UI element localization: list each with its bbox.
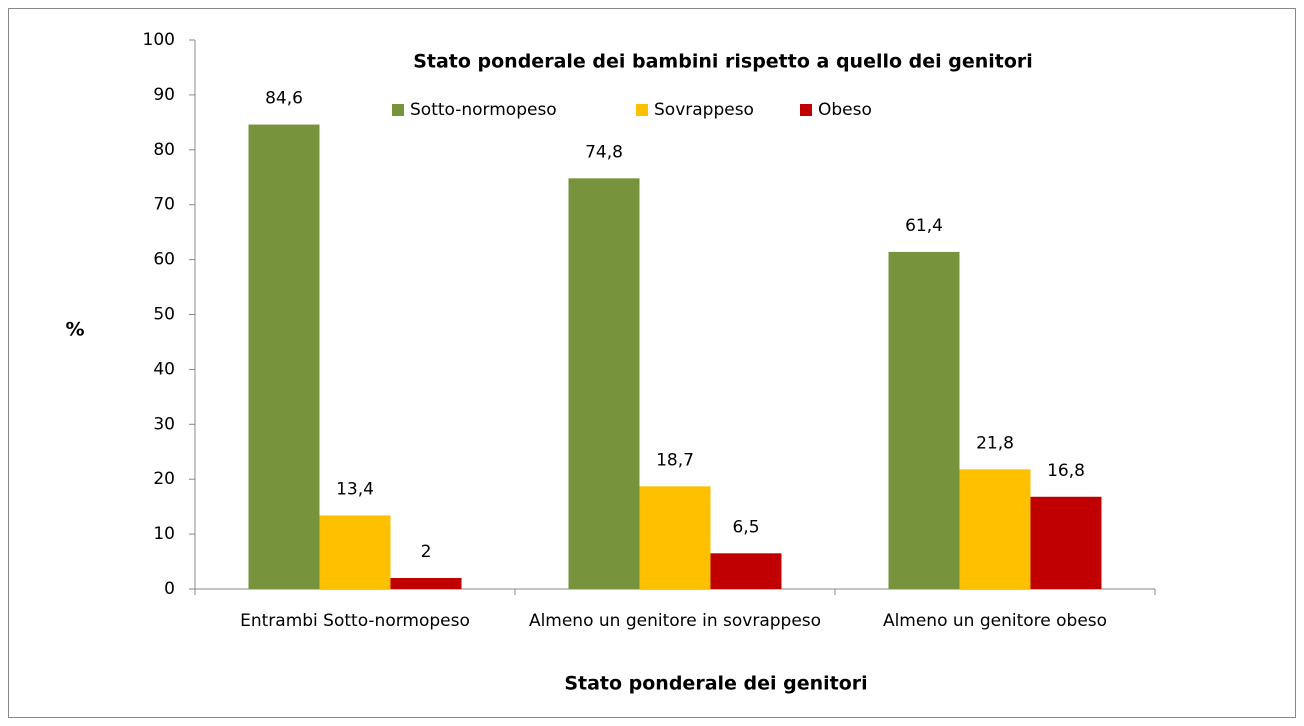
y-tick-label: 0 (164, 579, 175, 599)
legend-label: Sovrappeso (654, 100, 754, 120)
data-label: 18,7 (656, 450, 694, 470)
y-tick-label: 90 (153, 85, 175, 105)
y-axis-title: % (65, 319, 84, 341)
data-label: 16,8 (1047, 461, 1085, 481)
data-label: 21,8 (976, 433, 1014, 453)
y-tick-label: 20 (153, 469, 175, 489)
x-tick-label: Almeno un genitore in sovrappeso (529, 611, 821, 631)
y-tick-label: 100 (143, 30, 175, 50)
legend-label: Sotto-normopeso (410, 100, 557, 120)
chart-border (8, 8, 1296, 718)
legend-swatch (392, 104, 404, 116)
x-tick-label: Entrambi Sotto-normopeso (240, 611, 470, 631)
bar (319, 515, 391, 589)
legend-label: Obeso (818, 100, 872, 120)
bar (959, 469, 1031, 589)
data-label: 61,4 (905, 216, 943, 236)
bar (710, 553, 782, 589)
bar (390, 578, 462, 589)
bar (1030, 496, 1102, 589)
bar (568, 178, 640, 589)
x-tick-label: Almeno un genitore obeso (883, 611, 1107, 631)
y-tick-label: 40 (153, 359, 175, 379)
y-tick-label: 10 (153, 524, 175, 544)
y-tick-label: 60 (153, 250, 175, 270)
y-tick-label: 50 (153, 305, 175, 325)
data-label: 74,8 (585, 142, 623, 162)
legend-swatch (800, 104, 812, 116)
x-axis-title: Stato ponderale dei genitori (564, 673, 867, 695)
y-tick-label: 30 (153, 414, 175, 434)
bar (639, 486, 711, 589)
y-tick-label: 80 (153, 140, 175, 160)
bar (888, 251, 960, 589)
chart-title: Stato ponderale dei bambini rispetto a q… (413, 51, 1033, 73)
data-label: 84,6 (265, 89, 303, 109)
legend-swatch (636, 104, 648, 116)
bar (248, 124, 320, 590)
data-label: 13,4 (336, 479, 374, 499)
data-label: 6,5 (732, 517, 759, 537)
data-label: 2 (421, 542, 432, 562)
y-tick-label: 70 (153, 195, 175, 215)
